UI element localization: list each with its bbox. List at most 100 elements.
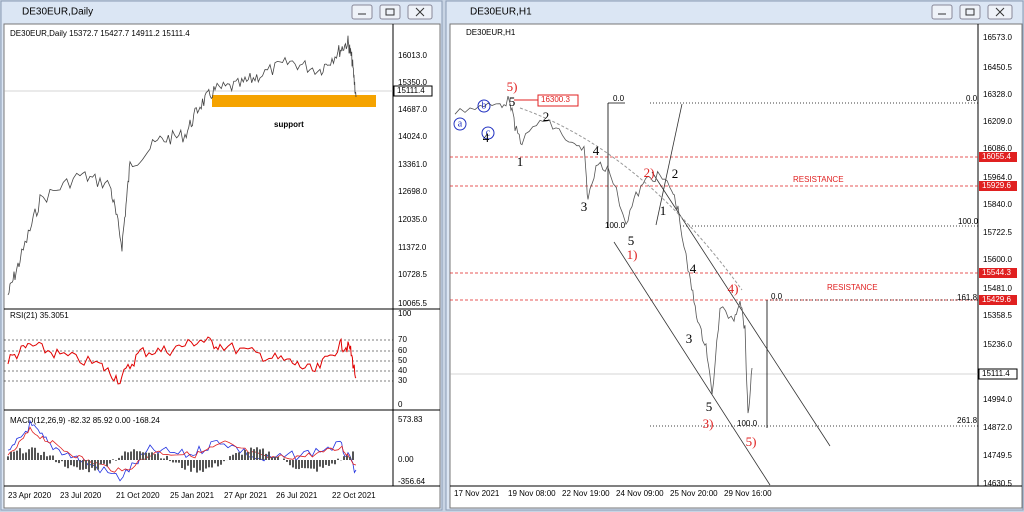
price-scale-label: 12035.0 (398, 215, 427, 224)
annotation: 0.0 (771, 292, 783, 301)
fibonacci-lines (607, 102, 978, 428)
price-scale-label: 16328.0 (983, 90, 1012, 99)
price-scale-label: 15350.0 (398, 78, 427, 87)
price-chart (7, 35, 357, 296)
price-tag (979, 152, 1017, 162)
time-label: 27 Apr 2021 (224, 491, 268, 500)
window-title: DE30EUR,H1 (470, 7, 532, 18)
trend-curve (519, 107, 743, 291)
annotation: 100.0 (605, 221, 626, 230)
wave-label: 5 (706, 399, 713, 414)
rsi-scale-label: 40 (398, 366, 407, 375)
window-title: DE30EUR,Daily (22, 7, 93, 18)
time-label: 25 Jan 2021 (170, 491, 215, 500)
wave-circle (481, 126, 495, 140)
annotation: 261.8 (957, 416, 978, 425)
price-scale-label: 10728.5 (398, 270, 427, 279)
wave-label: 3) (703, 416, 714, 431)
price-scale-label: 15236.0 (983, 340, 1012, 349)
rsi-label: RSI(21) 35.3051 (10, 311, 69, 320)
rsi-scale-label: 60 (398, 346, 407, 355)
time-label: 22 Oct 2021 (332, 491, 376, 500)
price-scale-label: 15481.0 (983, 284, 1012, 293)
time-label: 26 Jul 2021 (276, 491, 318, 500)
price-tag (393, 85, 433, 97)
wave-label: 4) (728, 281, 739, 296)
chart-info: DE30EUR,H1 (466, 28, 516, 37)
wave-circle (477, 99, 491, 113)
wave-label: 5) (507, 79, 518, 94)
price-scale-label: 14687.0 (398, 105, 427, 114)
annotation: 100.0 (958, 217, 979, 226)
wave-label: c (486, 127, 491, 138)
time-label: 24 Nov 09:00 (616, 489, 664, 498)
price-scale-label: 16086.0 (983, 144, 1012, 153)
price-scale-label: 16573.0 (983, 33, 1012, 42)
price-scale-label: 15722.5 (983, 228, 1012, 237)
price-tag (979, 181, 1017, 191)
wave-label: 4 (690, 261, 697, 276)
price-scale-label: 15964.0 (983, 173, 1012, 182)
macd-line (7, 419, 357, 482)
wave-label: 1 (660, 203, 667, 218)
price-scale-label: 10065.5 (398, 299, 427, 308)
wave-label: 2 (672, 166, 679, 181)
price-scale-label: 15840.0 (983, 200, 1012, 209)
wave-label: 2 (543, 109, 550, 124)
price-tag-label: 16055.4 (982, 152, 1011, 161)
macd-scale-label: 573.83 (398, 415, 423, 424)
current-price: 15111.4 (397, 86, 425, 95)
rsi-scale-label: 50 (398, 356, 407, 365)
price-scale-label: 14994.0 (983, 395, 1012, 404)
rsi-scale-label: 0 (398, 400, 403, 409)
price-scale-label: 14630.5 (983, 479, 1012, 488)
wave-circle (453, 117, 467, 131)
price-scale-label: 11372.0 (398, 243, 427, 252)
price-tag-label: 15929.6 (982, 181, 1011, 190)
annotation: 100.0 (737, 419, 758, 428)
time-label: 17 Nov 2021 (454, 489, 500, 498)
wave-label: 4 (483, 130, 490, 145)
price-scale-label: 16013.0 (398, 51, 427, 60)
price-scale-label: 16209.0 (983, 117, 1012, 126)
price-tag (979, 295, 1017, 305)
wave-label: 3 (581, 199, 588, 214)
price-scale-label: 15600.0 (983, 255, 1012, 264)
price-box (537, 94, 579, 107)
wave-label: 3 (686, 331, 693, 346)
current-price: 15111.4 (982, 369, 1010, 378)
chart-area (449, 23, 1023, 509)
wave-label: b (482, 100, 487, 111)
support-label: support (274, 120, 304, 129)
rsi-scale-label: 30 (398, 376, 407, 385)
chart-info: DE30EUR,Daily 15372.7 15427.7 14911.2 15… (10, 29, 190, 38)
window-buttons[interactable] (931, 4, 1013, 20)
wave-label: 5 (509, 94, 516, 109)
price-scale-label: 14749.5 (983, 451, 1012, 460)
annotation: RESISTANCE (793, 175, 844, 184)
time-label: 19 Nov 08:00 (508, 489, 556, 498)
rsi-scale-label: 70 (398, 335, 407, 344)
wave-label: 2) (644, 165, 655, 180)
support-zone (212, 95, 376, 107)
time-label: 25 Nov 20:00 (670, 489, 718, 498)
annotation: RESISTANCE (827, 283, 878, 292)
wave-label: 5) (746, 434, 757, 449)
wave-label: 1) (627, 247, 638, 262)
price-chart (454, 95, 753, 414)
price-scale-label: 14024.0 (398, 132, 427, 141)
price-scale-label: 15358.5 (983, 311, 1012, 320)
annotation: 0.0 (966, 94, 978, 103)
price-scale-label: 12698.0 (398, 187, 427, 196)
wave-label: a (458, 118, 463, 129)
window-buttons[interactable] (351, 4, 433, 20)
wave-label: 1 (517, 154, 524, 169)
time-label: 29 Nov 16:00 (724, 489, 772, 498)
time-label: 21 Oct 2020 (116, 491, 160, 500)
price-scale-label: 14872.0 (983, 423, 1012, 432)
signal-line (7, 426, 357, 473)
macd-label: MACD(12,26,9) -82.32 85.92 0.00 -168.24 (10, 416, 160, 425)
rsi-line (7, 336, 357, 385)
time-label: 23 Apr 2020 (8, 491, 52, 500)
